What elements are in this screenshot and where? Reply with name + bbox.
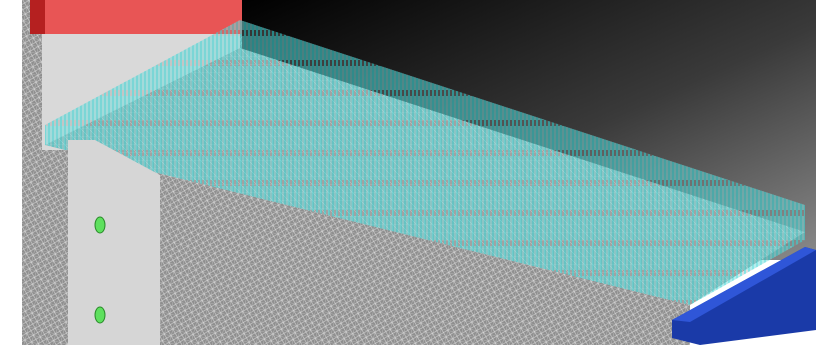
red-block (30, 0, 242, 34)
column-face (68, 140, 160, 345)
red-block-side (30, 0, 45, 34)
green-node (95, 217, 105, 233)
green-node (95, 307, 105, 323)
page: {} (0, 0, 816, 345)
fea-viewport (0, 0, 816, 345)
